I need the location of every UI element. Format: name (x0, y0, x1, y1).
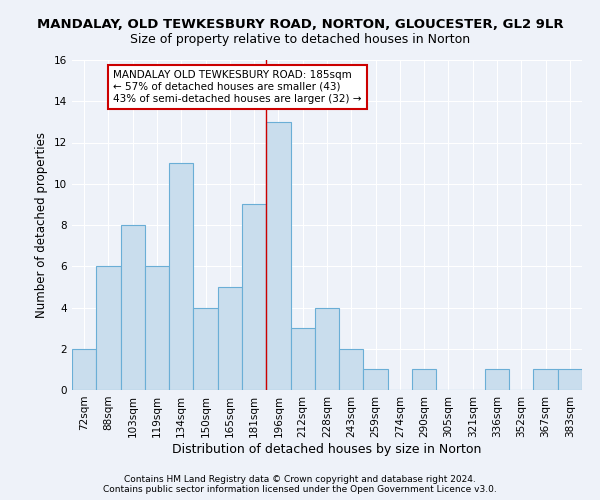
Bar (218, 287, 242, 390)
Bar (412, 370, 436, 390)
Bar (169, 163, 193, 390)
Bar (315, 308, 339, 390)
Y-axis label: Number of detached properties: Number of detached properties (35, 132, 49, 318)
Bar (72, 349, 96, 390)
Bar (193, 308, 218, 390)
Bar (339, 349, 364, 390)
Bar (266, 122, 290, 390)
Text: Contains public sector information licensed under the Open Government Licence v3: Contains public sector information licen… (103, 485, 497, 494)
Text: MANDALAY, OLD TEWKESBURY ROAD, NORTON, GLOUCESTER, GL2 9LR: MANDALAY, OLD TEWKESBURY ROAD, NORTON, G… (37, 18, 563, 30)
Bar (485, 370, 509, 390)
Text: Contains HM Land Registry data © Crown copyright and database right 2024.: Contains HM Land Registry data © Crown c… (124, 475, 476, 484)
Bar (145, 266, 169, 390)
Bar (96, 266, 121, 390)
Bar (290, 328, 315, 390)
Bar (242, 204, 266, 390)
Bar (121, 225, 145, 390)
Bar (533, 370, 558, 390)
Text: Size of property relative to detached houses in Norton: Size of property relative to detached ho… (130, 32, 470, 46)
X-axis label: Distribution of detached houses by size in Norton: Distribution of detached houses by size … (172, 442, 482, 456)
Bar (364, 370, 388, 390)
Text: MANDALAY OLD TEWKESBURY ROAD: 185sqm
← 57% of detached houses are smaller (43)
4: MANDALAY OLD TEWKESBURY ROAD: 185sqm ← 5… (113, 70, 362, 104)
Bar (558, 370, 582, 390)
